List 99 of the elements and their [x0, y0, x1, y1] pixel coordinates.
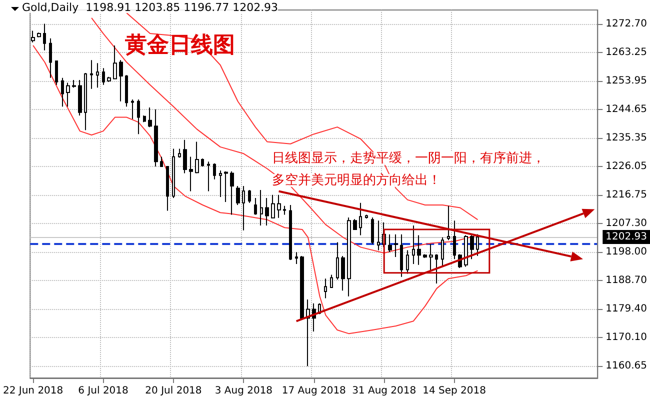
x-tick-label: 17 Aug 2018 — [282, 386, 346, 396]
candlestick — [154, 108, 158, 167]
x-tick-label: 6 Jul 2018 — [78, 386, 128, 396]
candlestick — [400, 234, 403, 278]
candlestick — [213, 162, 216, 180]
candlestick — [394, 234, 398, 258]
candlestick — [43, 23, 46, 51]
candlestick — [189, 156, 193, 192]
y-tick-label: 1226.05 — [606, 160, 648, 172]
candlestick — [78, 79, 82, 116]
candlestick — [125, 74, 128, 108]
y-tick-label: 1253.95 — [606, 76, 648, 87]
y-tick-label: 1235.35 — [606, 132, 648, 144]
candlestick — [66, 82, 70, 108]
x-tick-label: 31 Aug 2018 — [352, 386, 416, 396]
candlestick — [453, 220, 456, 260]
candlestick — [61, 77, 64, 108]
candlestick — [341, 256, 345, 292]
y-tick-label: 1188.70 — [606, 275, 648, 286]
candlestick — [254, 197, 257, 216]
candlestick — [172, 148, 175, 198]
candlestick — [365, 214, 368, 219]
candlestick — [248, 190, 251, 204]
candlestick — [207, 161, 210, 192]
candlestick — [300, 256, 304, 320]
candlestick — [96, 62, 99, 88]
candlestick — [230, 170, 234, 216]
candlestick — [107, 76, 111, 82]
candlestick — [90, 60, 93, 90]
candlestick — [353, 218, 357, 230]
candlestick — [289, 204, 292, 261]
candlestick — [137, 99, 140, 135]
line-series — [126, 12, 478, 220]
y-tick-label: 1263.25 — [606, 47, 648, 58]
candlestick — [412, 224, 415, 264]
candlestick — [464, 234, 468, 268]
candlestick — [406, 250, 409, 274]
candlestick — [277, 194, 281, 218]
candlestick — [271, 194, 275, 218]
candlestick — [219, 170, 222, 198]
candlestick — [242, 186, 245, 231]
candlestick — [441, 236, 444, 268]
candlestick — [84, 72, 87, 131]
candlestick — [423, 254, 427, 258]
candlestick — [37, 32, 41, 38]
candlestick — [113, 44, 117, 80]
candlestick — [49, 38, 52, 78]
candlestick — [201, 158, 204, 167]
candlestick — [183, 139, 187, 174]
x-tick-label: 3 Aug 2018 — [214, 386, 273, 396]
y-tick-label: 1198.00 — [606, 246, 648, 258]
candlestick — [324, 278, 327, 299]
candlestick — [224, 170, 228, 202]
ref-line-label: 1202.93 — [606, 232, 648, 243]
candlestick — [347, 217, 351, 297]
x-tick-label: 14 Sep 2018 — [422, 386, 486, 396]
candlestick — [336, 242, 339, 280]
candlestick — [195, 141, 199, 174]
line-series — [91, 17, 478, 254]
candlestick — [447, 205, 450, 241]
y-tick-label: 1244.65 — [606, 104, 648, 115]
candlestick — [330, 274, 333, 288]
candlestick — [429, 244, 433, 272]
candlestick — [283, 205, 286, 216]
annotation: 日线图显示，走势平缓，一阴一阳，有序前进， — [272, 150, 545, 166]
y-tick-label: 1179.40 — [606, 303, 648, 314]
candlestick — [160, 156, 163, 167]
candlestick — [388, 234, 392, 253]
candlestick — [148, 107, 152, 128]
candlestick — [119, 60, 123, 102]
candlestick — [435, 254, 438, 284]
annotation: Gold,Daily 1198.91 1203.85 1196.77 1202.93 — [22, 1, 278, 14]
y-tick-label: 1272.70 — [606, 18, 648, 30]
candlestick — [295, 252, 298, 264]
candlestick — [166, 166, 169, 212]
candlestick — [470, 234, 474, 260]
candlestick — [476, 234, 479, 256]
candlestick — [55, 60, 58, 86]
y-tick-label: 1170.10 — [606, 332, 648, 343]
candlestick — [236, 186, 240, 206]
y-tick-label: 1207.30 — [606, 218, 648, 230]
candlestick — [265, 197, 269, 226]
candlestick — [31, 30, 35, 43]
candlestick — [371, 217, 374, 245]
x-tick-label: 22 Jun 2018 — [2, 386, 64, 396]
x-tick-label: 20 Jul 2018 — [145, 386, 202, 396]
candlestick — [131, 99, 134, 120]
annotation: 多空并美元明显的方向给出！ — [272, 172, 441, 188]
candlestick — [72, 79, 76, 88]
candlestick — [102, 68, 105, 86]
candlestick — [359, 202, 362, 236]
y-tick-label: 1216.75 — [606, 189, 648, 200]
y-tick-label: 1160.65 — [606, 360, 648, 372]
candlestick — [417, 234, 421, 266]
candlestick — [377, 220, 380, 251]
candlestick — [178, 148, 181, 158]
candlestick — [306, 298, 310, 367]
candlestick — [260, 190, 263, 226]
candlestick — [143, 114, 146, 123]
